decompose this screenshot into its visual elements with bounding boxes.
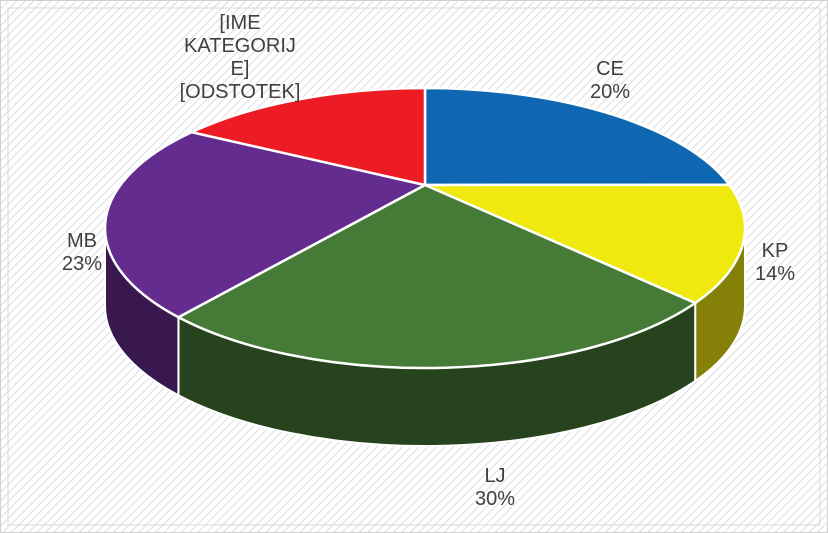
slice [187, 86, 427, 187]
plot-border [7, 7, 821, 526]
category-label: CE [596, 58, 624, 80]
value-label: 30% [474, 488, 516, 510]
data-label: KP 14% [719, 240, 828, 286]
slice [175, 183, 698, 370]
value-label: 20% [589, 81, 631, 103]
slice [103, 130, 429, 319]
category-label: LJ [484, 465, 506, 487]
data-label: [IME KATEGORIJE] [ODSTOTEK] [180, 12, 301, 104]
slice [424, 183, 747, 305]
category-label: KP [761, 240, 789, 262]
data-label: MB 23% [26, 230, 138, 276]
category-label: [IME KATEGORIJE] [184, 12, 296, 80]
slice [423, 86, 732, 187]
data-label: LJ 30% [439, 465, 551, 511]
value-label: 23% [61, 253, 103, 275]
category-label: MB [67, 230, 97, 252]
value-label: [ODSTOTEK] [179, 81, 301, 103]
data-label: CE 20% [554, 58, 666, 104]
value-label: 14% [754, 263, 796, 285]
